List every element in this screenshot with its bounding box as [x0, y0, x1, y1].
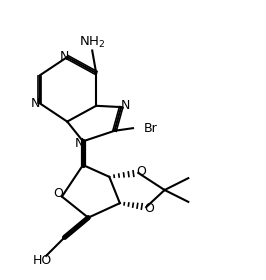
- Text: N: N: [59, 50, 69, 63]
- Text: Br: Br: [144, 122, 157, 135]
- Text: NH$_2$: NH$_2$: [79, 35, 105, 50]
- Text: N: N: [120, 99, 130, 112]
- Text: HO: HO: [32, 254, 52, 267]
- Text: N: N: [75, 137, 85, 150]
- Text: O: O: [53, 188, 63, 200]
- Text: N: N: [31, 97, 40, 110]
- Text: O: O: [144, 202, 154, 215]
- Text: O: O: [136, 165, 146, 178]
